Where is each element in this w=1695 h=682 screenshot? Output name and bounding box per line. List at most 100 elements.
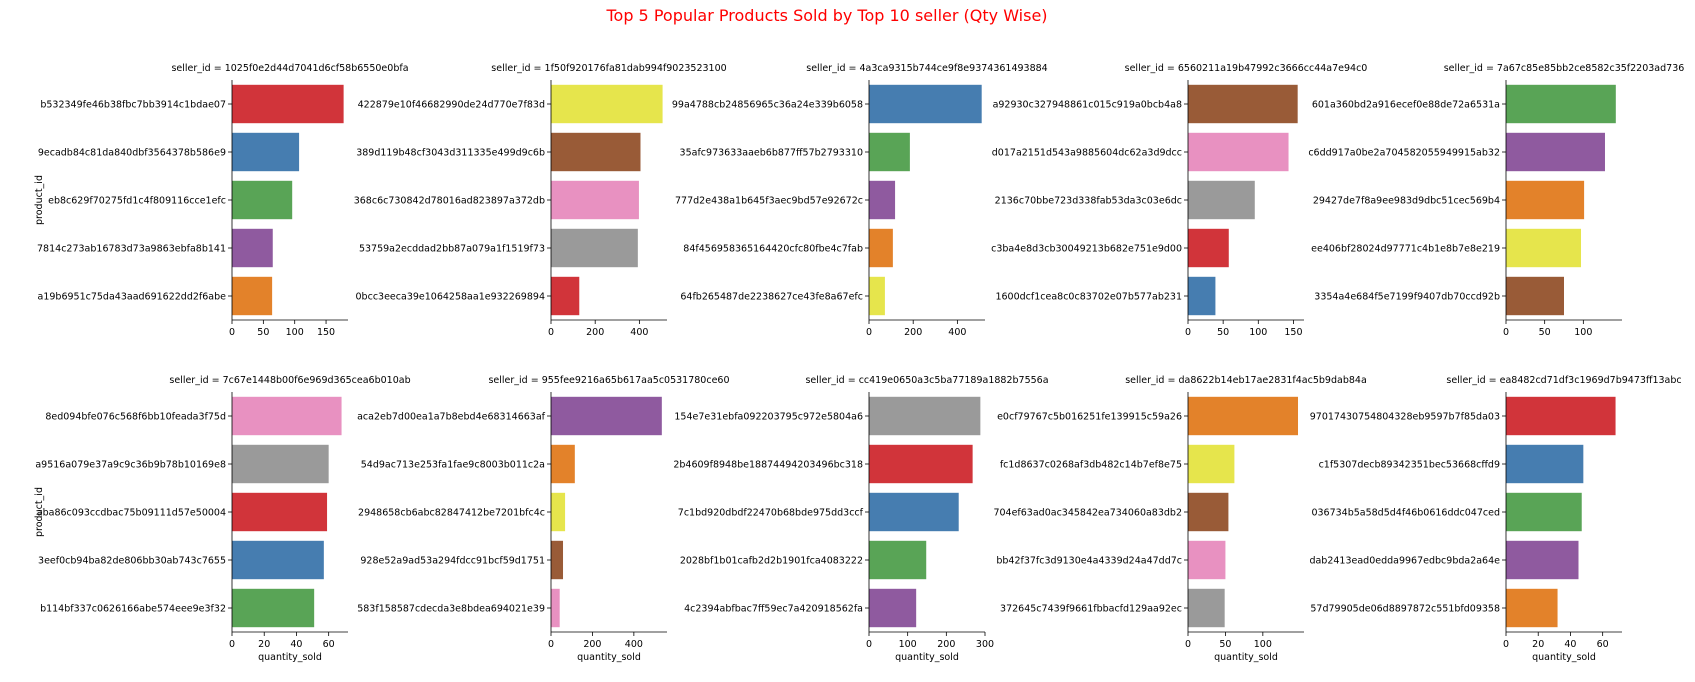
subplot-2: seller_id = 1f50f920176fa81dab994f902352…: [354, 63, 727, 338]
bar: [869, 84, 982, 124]
bar: [1188, 132, 1289, 172]
y-tick-label: 389d119b48cf3043d311335e499d9c6b: [356, 148, 545, 159]
y-tick-label: 601a360bd2a916ecef0e88de72a6531a: [1312, 100, 1500, 111]
x-tick-label: 200: [583, 639, 601, 650]
y-tick-label: 97017430754804328eb9597b7f85da03: [1310, 412, 1500, 423]
y-tick-label: 35afc973633aaeb6b877ff57b2793310: [680, 148, 863, 159]
bar: [869, 588, 917, 628]
x-tick-label: 50: [257, 327, 269, 338]
y-tick-label: dab2413ead0edda9967edbc9bda2a64e: [1309, 556, 1500, 567]
y-tick-label: 368c6c730842d78016ad823897a372db: [354, 196, 545, 207]
x-axis-label: quantity_sold: [258, 652, 322, 663]
y-tick-label: c1f5307decb89342351bec53668cffd9: [1319, 460, 1500, 471]
bar: [1506, 540, 1579, 580]
bar: [869, 540, 927, 580]
y-tick-label: 53759a2ecddad2bb87a079a1f1519f73: [359, 244, 545, 255]
y-tick-label: 583f158587cdecda3e8bdea694021e39: [357, 604, 545, 615]
bar: [1506, 444, 1584, 484]
y-tick-label: 704ef63ad0ac345842ea734060a83db2: [993, 508, 1182, 519]
x-tick-label: 40: [1564, 639, 1576, 650]
x-tick-label: 0: [866, 639, 872, 650]
x-tick-label: 400: [948, 327, 966, 338]
y-tick-label: 0bcc3eeca39e1064258aa1e932269894: [356, 292, 545, 303]
subplot-title: seller_id = 6560211a19b47992c3666cc44a7e…: [1125, 63, 1368, 74]
panels: seller_id = 1025f0e2d44d7041d6cf58b6550e…: [34, 63, 1684, 663]
x-tick-label: 100: [1249, 327, 1267, 338]
bar: [551, 84, 663, 124]
y-tick-label: c6dd917a0be2a704582055949915ab32: [1308, 148, 1500, 159]
bar: [1506, 180, 1585, 220]
y-tick-label: b532349fe46b38fbc7bb3914c1bdae07: [40, 100, 226, 111]
y-tick-label: 57d79905de06d8897872c551bfd09358: [1310, 604, 1500, 615]
subplot-3: seller_id = 4a3ca9315b744ce9f8e937436149…: [672, 63, 1048, 338]
subplot-title: seller_id = 955fee9216a65b617aa5c0531780…: [488, 375, 729, 386]
x-tick-label: 60: [1597, 639, 1609, 650]
subplot-9: seller_id = da8622b14eb17ae2831f4ac5b9da…: [993, 375, 1366, 663]
bar: [232, 132, 300, 172]
y-tick-label: 372645c7439f9661fbbacfd129aa92ec: [1000, 604, 1182, 615]
x-tick-label: 60: [323, 639, 335, 650]
x-tick-label: 40: [290, 639, 302, 650]
bar: [1506, 228, 1582, 268]
y-tick-label: b114bf337c0626166abe574eee9e3f32: [40, 604, 226, 615]
subplot-title: seller_id = cc419e0650a3c5ba77189a1882b7…: [805, 375, 1048, 386]
y-tick-label: 64fb265487de2238627ce43fe8a67efc: [680, 292, 863, 303]
bar: [551, 588, 560, 628]
bar: [1506, 588, 1558, 628]
subplot-title: seller_id = 7c67e1448b00f6e969d365cea6b0…: [169, 375, 410, 386]
y-axis-label: product_id: [34, 175, 45, 225]
x-tick-label: 50: [1219, 639, 1231, 650]
x-tick-label: 0: [1503, 327, 1509, 338]
bar: [551, 132, 641, 172]
bar: [1506, 492, 1582, 532]
subplot-6: seller_id = 7c67e1448b00f6e969d365cea6b0…: [34, 375, 411, 663]
subplot-title: seller_id = 4a3ca9315b744ce9f8e937436149…: [806, 63, 1047, 74]
x-tick-label: 50: [1217, 327, 1229, 338]
bar: [551, 276, 580, 316]
y-tick-label: 422879e10f46682990de24d770e7f83d: [358, 100, 545, 111]
bar: [1188, 276, 1216, 316]
x-tick-label: 100: [1574, 327, 1592, 338]
y-tick-label: 9ecadb84c81da840dbf3564378b586e9: [38, 148, 226, 159]
x-tick-label: 0: [229, 639, 235, 650]
x-tick-label: 100: [899, 639, 917, 650]
x-tick-label: 0: [866, 327, 872, 338]
bar: [232, 492, 328, 532]
figure-title: Top 5 Popular Products Sold by Top 10 se…: [605, 6, 1047, 25]
subplot-5: seller_id = 7a67c85e85bb2ce8582c35f2203a…: [1308, 63, 1684, 338]
x-tick-label: 200: [937, 639, 955, 650]
x-axis-label: quantity_sold: [1532, 652, 1596, 663]
bar: [232, 180, 293, 220]
y-tick-label: 2b4609f8948be18874494203496bc318: [673, 460, 863, 471]
bar: [869, 276, 885, 316]
x-axis-label: quantity_sold: [895, 652, 959, 663]
x-tick-label: 100: [286, 327, 304, 338]
subplot-4: seller_id = 6560211a19b47992c3666cc44a7e…: [991, 63, 1367, 338]
y-tick-label: 99a4788cb24856965c36a24e339b6058: [672, 100, 863, 111]
bar: [869, 396, 981, 436]
x-axis-label: quantity_sold: [1214, 652, 1278, 663]
bar: [551, 492, 566, 532]
bar: [232, 540, 324, 580]
y-axis-label: product_id: [34, 487, 45, 537]
bar: [1188, 84, 1298, 124]
bar: [232, 396, 342, 436]
x-tick-label: 0: [229, 327, 235, 338]
y-tick-label: 7814c273ab16783d73a9863ebfa8b141: [37, 244, 226, 255]
y-tick-label: d017a2151d543a9885604dc62a3d9dcc: [992, 148, 1182, 159]
x-tick-label: 100: [1254, 639, 1272, 650]
bar: [1188, 396, 1299, 436]
y-tick-label: 154e7e31ebfa092203795c972e5804a6: [674, 412, 863, 423]
y-tick-label: ee406bf28024d97771c4b1e8b7e8e219: [1311, 244, 1500, 255]
y-tick-label: 928e52a9ad53a294fdcc91bcf59d1751: [360, 556, 545, 567]
y-tick-label: 8ed094bfe076c568f6bb10feada3f75d: [45, 412, 226, 423]
y-tick-label: 2136c70bbe723d338fab53da3c03e6dc: [995, 196, 1182, 207]
x-tick-label: 300: [976, 639, 994, 650]
x-tick-label: 50: [1539, 327, 1551, 338]
x-tick-label: 20: [1532, 639, 1544, 650]
x-tick-label: 150: [1284, 327, 1302, 338]
x-tick-label: 0: [1185, 639, 1191, 650]
bar: [1188, 228, 1229, 268]
y-tick-label: bb42f37fc3d9130e4a4339d24a47dd7c: [996, 556, 1182, 567]
